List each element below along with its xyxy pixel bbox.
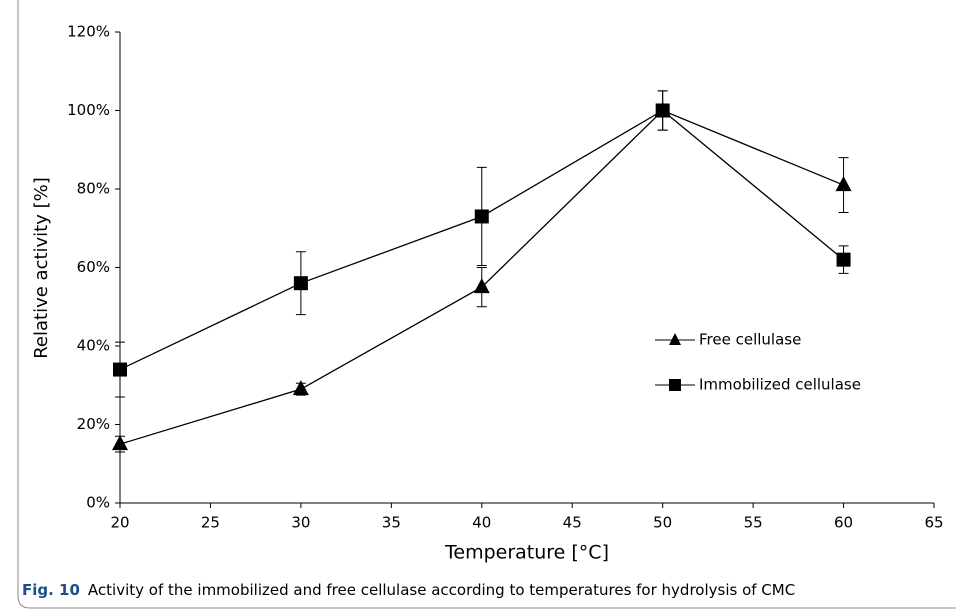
y-tick-label: 80% <box>77 180 110 198</box>
legend-label: Immobilized cellulase <box>699 376 861 394</box>
x-tick-label: 35 <box>382 514 401 532</box>
square-marker <box>113 362 127 377</box>
square-marker <box>836 252 851 267</box>
x-tick-label: 25 <box>201 514 220 532</box>
x-tick-label: 55 <box>744 514 763 532</box>
x-tick-label: 60 <box>834 514 853 532</box>
legend-marker <box>669 333 681 345</box>
x-tick-label: 65 <box>924 514 943 532</box>
x-tick-label: 20 <box>110 514 129 532</box>
legend-label: Free cellulase <box>699 331 801 349</box>
y-tick-label: 20% <box>77 415 110 433</box>
x-tick-label: 45 <box>563 514 582 532</box>
y-tick-label: 60% <box>77 258 110 276</box>
square-marker <box>474 209 489 224</box>
legend-marker <box>669 379 681 391</box>
frame <box>17 0 956 609</box>
y-tick-label: 40% <box>77 337 110 355</box>
triangle-marker <box>292 380 309 396</box>
x-tick-label: 30 <box>291 514 310 532</box>
y-tick-label: 100% <box>67 101 110 119</box>
y-tick-label: 0% <box>86 494 110 512</box>
caption: Fig. 10 Activity of the immobilized and f… <box>22 581 795 599</box>
y-tick-label: 120% <box>67 23 110 41</box>
triangle-marker <box>473 278 490 294</box>
y-axis-label: Relative activity [%] <box>31 177 52 359</box>
x-axis-label: Temperature [°C] <box>444 542 609 564</box>
caption-label: Fig. 10 <box>22 581 80 599</box>
x-tick-label: 40 <box>472 514 491 532</box>
square-marker <box>293 276 308 291</box>
x-tick-label: 50 <box>653 514 672 532</box>
triangle-marker <box>835 176 852 192</box>
triangle-marker <box>112 435 128 451</box>
square-marker <box>655 103 670 118</box>
caption-text: Activity of the immobilized and free cel… <box>88 581 795 599</box>
